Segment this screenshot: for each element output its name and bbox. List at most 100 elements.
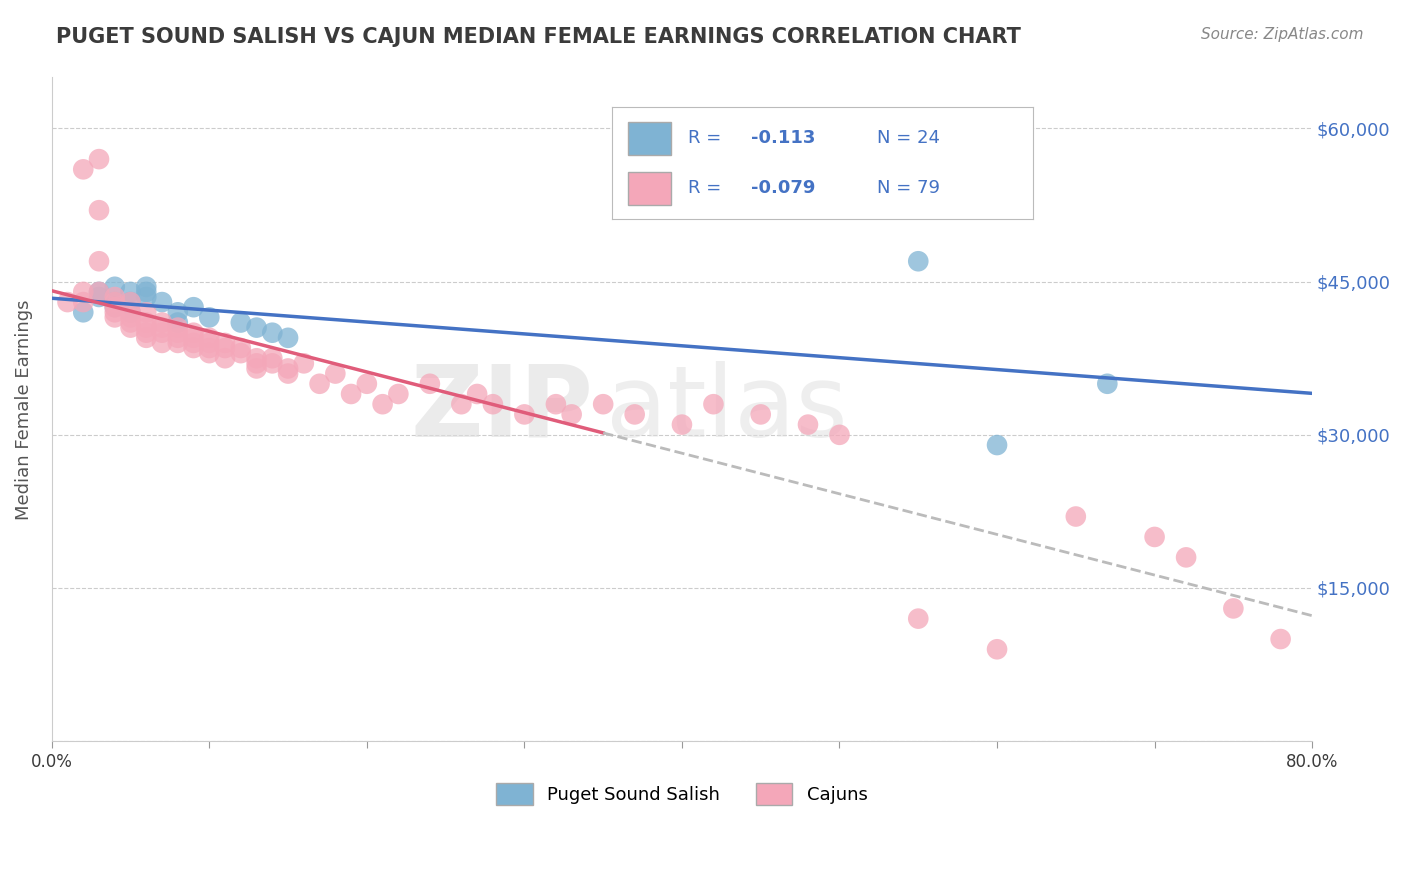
Point bbox=[986, 642, 1008, 657]
Point bbox=[135, 316, 157, 330]
Point bbox=[150, 295, 173, 310]
Point bbox=[325, 367, 347, 381]
Point bbox=[72, 305, 94, 319]
Point bbox=[135, 320, 157, 334]
Point bbox=[87, 203, 110, 218]
Point bbox=[1097, 376, 1119, 391]
Point bbox=[214, 335, 236, 350]
Point bbox=[986, 438, 1008, 452]
Point bbox=[166, 331, 188, 345]
Point bbox=[150, 335, 173, 350]
Point bbox=[104, 300, 127, 314]
Point bbox=[198, 341, 221, 355]
Point bbox=[166, 305, 188, 319]
Point bbox=[120, 285, 142, 299]
Point bbox=[907, 612, 929, 626]
Point bbox=[465, 387, 488, 401]
Point bbox=[245, 351, 267, 366]
Point bbox=[72, 162, 94, 177]
Point bbox=[56, 295, 79, 310]
Point bbox=[87, 290, 110, 304]
Text: R =: R = bbox=[688, 179, 727, 197]
Point bbox=[183, 341, 205, 355]
Point bbox=[135, 331, 157, 345]
Point bbox=[150, 326, 173, 340]
Point bbox=[671, 417, 693, 432]
Point bbox=[797, 417, 820, 432]
Point bbox=[356, 376, 378, 391]
Point bbox=[277, 361, 299, 376]
Point bbox=[1222, 601, 1244, 615]
Point bbox=[183, 331, 205, 345]
Point bbox=[1175, 550, 1198, 565]
Point bbox=[749, 408, 772, 422]
Point bbox=[150, 320, 173, 334]
Point bbox=[183, 300, 205, 314]
Point bbox=[87, 285, 110, 299]
Point bbox=[214, 341, 236, 355]
Text: N = 79: N = 79 bbox=[877, 179, 941, 197]
Point bbox=[229, 346, 252, 360]
Point bbox=[72, 295, 94, 310]
Point bbox=[183, 326, 205, 340]
Point bbox=[198, 346, 221, 360]
Point bbox=[340, 387, 363, 401]
Point bbox=[135, 305, 157, 319]
Point bbox=[87, 254, 110, 268]
Point bbox=[907, 254, 929, 268]
Point bbox=[308, 376, 330, 391]
Point bbox=[135, 326, 157, 340]
Point bbox=[166, 320, 188, 334]
Point bbox=[544, 397, 567, 411]
Point bbox=[482, 397, 505, 411]
Point bbox=[183, 335, 205, 350]
Point bbox=[513, 408, 536, 422]
Legend: Puget Sound Salish, Cajuns: Puget Sound Salish, Cajuns bbox=[489, 775, 875, 812]
Point bbox=[87, 285, 110, 299]
Point bbox=[245, 320, 267, 334]
Point bbox=[262, 351, 284, 366]
Point bbox=[104, 305, 127, 319]
Point bbox=[592, 397, 614, 411]
Point bbox=[120, 305, 142, 319]
Point bbox=[198, 331, 221, 345]
Point bbox=[120, 316, 142, 330]
Point bbox=[198, 335, 221, 350]
Point bbox=[419, 376, 441, 391]
Point bbox=[1064, 509, 1087, 524]
Point bbox=[277, 367, 299, 381]
FancyBboxPatch shape bbox=[628, 171, 671, 205]
Point bbox=[72, 285, 94, 299]
Point bbox=[104, 290, 127, 304]
Point bbox=[120, 295, 142, 310]
Point bbox=[262, 326, 284, 340]
Point bbox=[104, 295, 127, 310]
Point bbox=[104, 295, 127, 310]
Y-axis label: Median Female Earnings: Median Female Earnings bbox=[15, 299, 32, 519]
Point bbox=[104, 310, 127, 325]
Point bbox=[292, 356, 315, 370]
Point bbox=[229, 341, 252, 355]
Point bbox=[150, 316, 173, 330]
Text: PUGET SOUND SALISH VS CAJUN MEDIAN FEMALE EARNINGS CORRELATION CHART: PUGET SOUND SALISH VS CAJUN MEDIAN FEMAL… bbox=[56, 27, 1021, 46]
Point bbox=[120, 320, 142, 334]
Point bbox=[561, 408, 583, 422]
Text: -0.113: -0.113 bbox=[751, 129, 815, 147]
Point bbox=[623, 408, 645, 422]
Point bbox=[828, 427, 851, 442]
Point bbox=[387, 387, 409, 401]
Point bbox=[135, 290, 157, 304]
Text: Source: ZipAtlas.com: Source: ZipAtlas.com bbox=[1201, 27, 1364, 42]
Point bbox=[229, 316, 252, 330]
Text: R =: R = bbox=[688, 129, 727, 147]
Point bbox=[245, 356, 267, 370]
Point bbox=[277, 331, 299, 345]
Point bbox=[262, 356, 284, 370]
Text: N = 24: N = 24 bbox=[877, 129, 941, 147]
Point bbox=[1270, 632, 1292, 646]
Text: ZIP: ZIP bbox=[411, 360, 593, 458]
Point bbox=[135, 279, 157, 293]
Point bbox=[198, 310, 221, 325]
Point bbox=[166, 316, 188, 330]
Point bbox=[166, 326, 188, 340]
